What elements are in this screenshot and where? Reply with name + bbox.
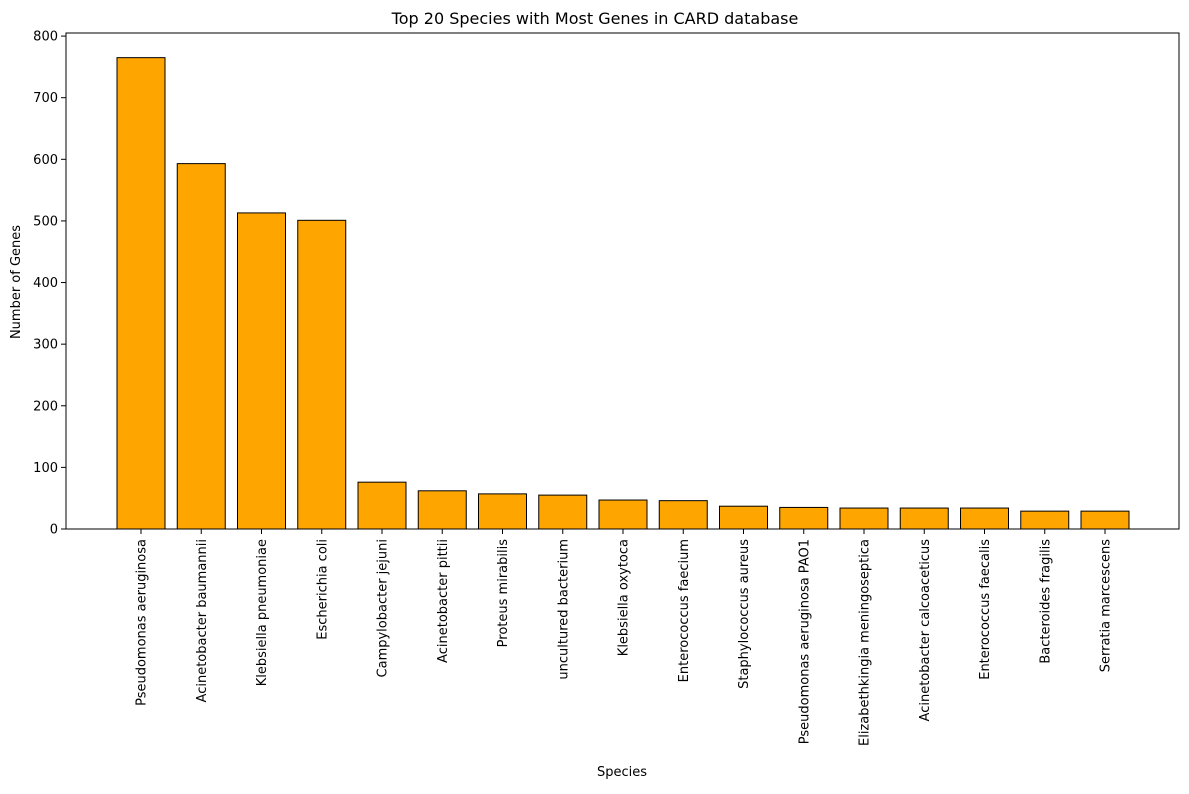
x-tick-label: Staphylococcus aureus [737, 539, 752, 689]
y-tick-label: 400 [33, 276, 58, 291]
chart-title: Top 20 Species with Most Genes in CARD d… [391, 9, 799, 28]
y-tick-label: 300 [33, 338, 58, 353]
x-tick-label: Elizabethkingia meningoseptica [858, 539, 873, 746]
bar [237, 212, 286, 530]
x-tick-label: Acinetobacter calcoaceticus [918, 539, 933, 722]
x-axis-label: Species [597, 765, 647, 780]
bar [839, 507, 889, 530]
y-tick-label: 700 [33, 91, 58, 106]
x-tick-label: Bacteroides fragilis [1038, 539, 1053, 664]
bar [116, 57, 166, 530]
x-tick-label: Enterococcus faecalis [978, 539, 993, 680]
y-axis-label: Number of Genes [9, 225, 24, 339]
bar [658, 500, 708, 530]
bar [538, 494, 588, 530]
x-tick-label: Campylobacter jejuni [376, 539, 391, 677]
bar [1080, 510, 1130, 530]
y-axis-ticks: 0 100 200 300 400 500 600 700 800 [33, 30, 66, 538]
x-tick-label: Proteus mirabilis [496, 539, 511, 648]
x-tick-label: Klebsiella oxytoca [617, 539, 632, 656]
bar [478, 493, 527, 530]
bar [357, 481, 407, 530]
y-tick-label: 600 [33, 153, 58, 168]
y-tick-label: 500 [33, 214, 58, 229]
x-tick-label: Pseudomonas aeruginosa [135, 539, 150, 706]
x-tick-label: Klebsiella pneumoniae [255, 539, 270, 686]
bar [176, 163, 226, 530]
bar [899, 507, 949, 530]
x-tick-label: Acinetobacter baumannii [195, 539, 210, 702]
y-tick-label: 200 [33, 399, 58, 414]
bar [417, 490, 467, 530]
x-tick-label: Escherichia coli [315, 539, 330, 640]
bars-group [116, 57, 1130, 530]
x-tick-label: Enterococcus faecium [677, 539, 692, 682]
y-tick-label: 800 [33, 30, 58, 45]
x-tick-label: uncultured bacterium [556, 539, 571, 680]
bar [779, 506, 829, 530]
bar [719, 505, 768, 530]
x-tick-label: Pseudomonas aeruginosa PAO1 [797, 539, 812, 744]
bar [1020, 510, 1070, 530]
x-tick-label: Serratia marcescens [1099, 539, 1114, 672]
x-axis-ticks: Pseudomonas aeruginosa Acinetobacter baum… [135, 529, 1114, 746]
y-tick-label: 0 [50, 523, 58, 538]
bar [960, 507, 1009, 530]
plot-frame [65, 32, 1180, 530]
y-tick-label: 100 [33, 461, 58, 476]
bar [297, 219, 347, 530]
x-tick-label: Acinetobacter pittii [436, 539, 451, 663]
bar [598, 499, 648, 530]
